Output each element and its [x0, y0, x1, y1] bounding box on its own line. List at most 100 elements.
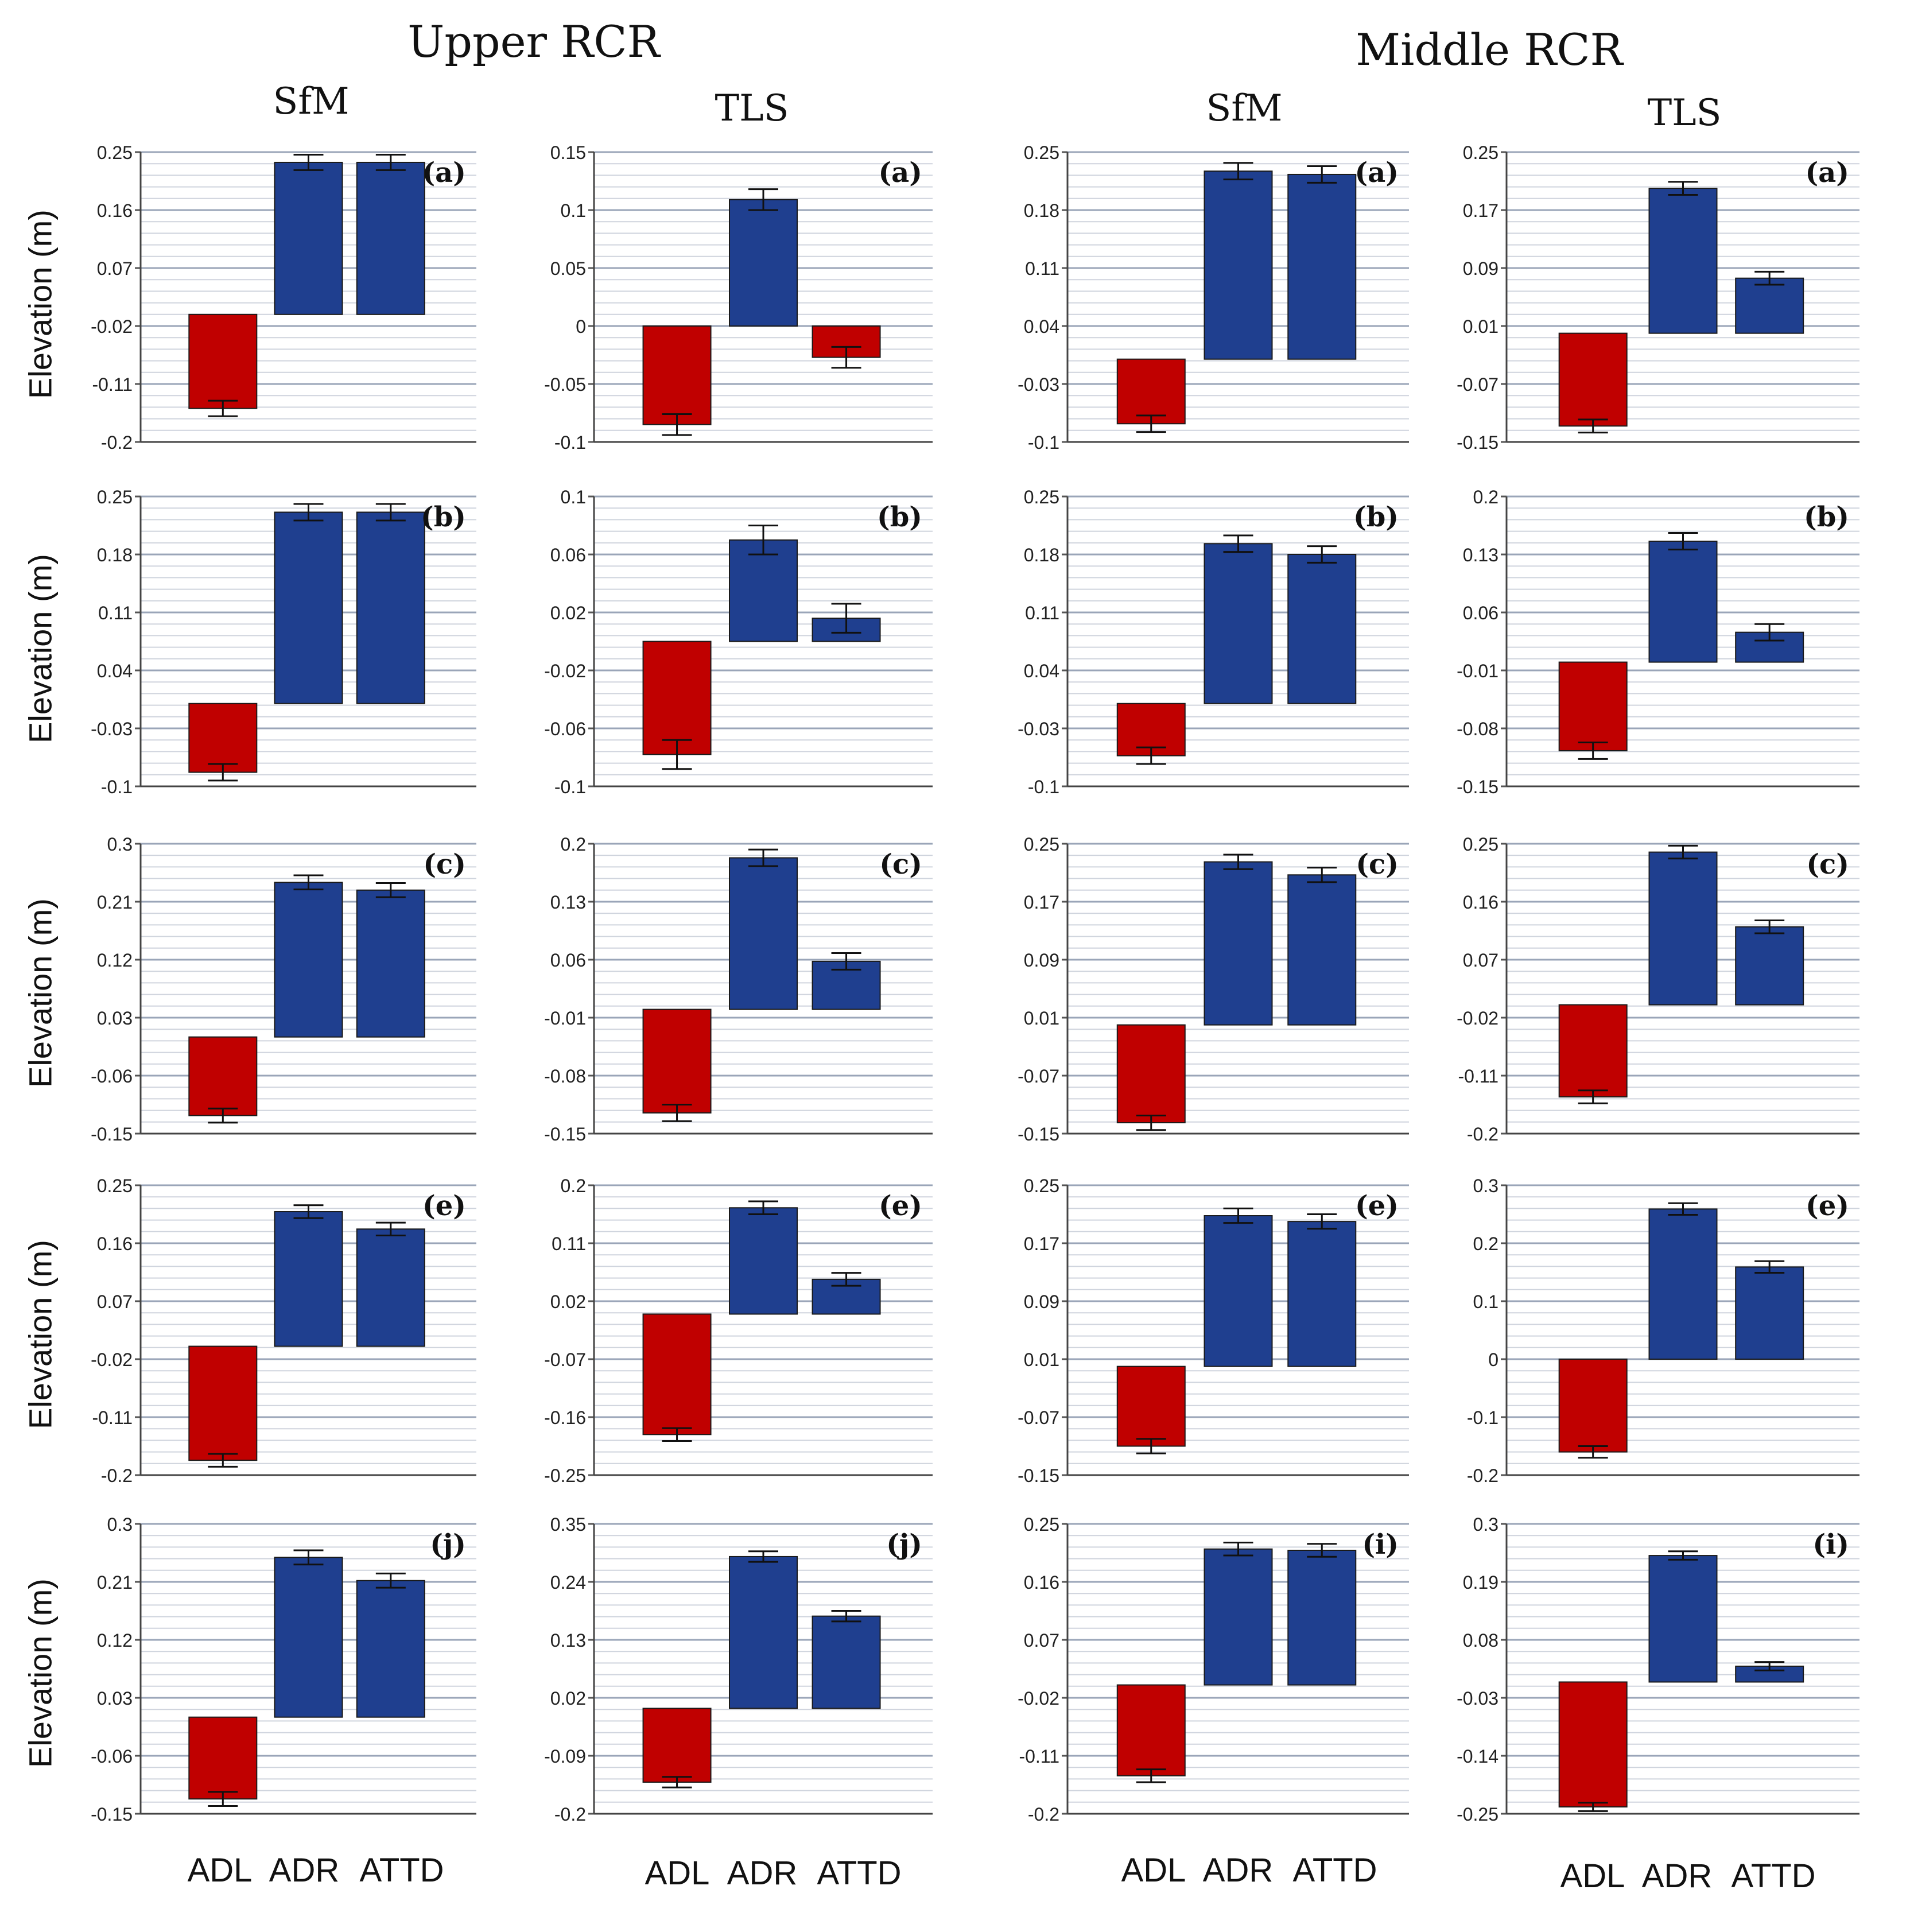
panel-letter: (a)	[1805, 157, 1849, 189]
bar-adl	[188, 1716, 258, 1800]
bar-adr	[1204, 1548, 1273, 1686]
panel-letter: (j)	[430, 1528, 466, 1561]
y-tick-label: 0.13	[550, 892, 586, 913]
y-tick-label: 0.25	[97, 142, 133, 163]
y-tick-label: 0.1	[1473, 1291, 1499, 1312]
y-tick-label: 0.13	[1463, 545, 1499, 565]
panel-3-4: 0.25 0.16 0.07 -0.02 -0.11 -0.2 (c)	[1457, 834, 1859, 1145]
y-tick-label: -0.06	[91, 1746, 133, 1767]
panel-4-3: 0.25 0.17 0.09 0.01 -0.07 -0.15 (e)	[1018, 1176, 1409, 1486]
panel-letter: (e)	[422, 1190, 466, 1222]
bar-adl	[188, 313, 258, 409]
y-tick-label: 0.07	[1463, 950, 1499, 971]
bar-adl	[642, 1313, 712, 1436]
y-tick-label: -0.07	[1018, 1407, 1059, 1428]
y-tick-label: 0.11	[552, 1233, 586, 1254]
y-tick-label: 0.01	[1024, 1008, 1059, 1029]
panel-letter: (j)	[886, 1528, 922, 1561]
x-label-adl-col-1: ADL	[187, 1852, 253, 1889]
y-tick-label: 0.25	[1024, 487, 1059, 507]
y-tick-label: -0.08	[1457, 719, 1499, 739]
y-tick-label: 0.16	[97, 1233, 133, 1254]
panel-letter: (c)	[879, 848, 922, 880]
bar-adl	[188, 703, 258, 773]
y-tick-label: -0.1	[1467, 1407, 1499, 1428]
panel-letter: (b)	[1804, 501, 1849, 533]
y-tick-label: -0.11	[1458, 1066, 1499, 1087]
y-tick-label: 0.2	[1473, 1233, 1499, 1254]
y-tick-label: -0.11	[92, 374, 133, 395]
y-tick-label: 0.03	[97, 1008, 133, 1029]
y-tick-label: 0.25	[97, 487, 133, 507]
panel-letter: (b)	[421, 501, 466, 533]
bar-attd	[356, 511, 425, 704]
y-tick-label: -0.25	[544, 1465, 586, 1486]
bar-adl	[1558, 1359, 1628, 1453]
y-tick-label: -0.08	[544, 1066, 586, 1087]
y-tick-label: 0.07	[97, 1291, 133, 1312]
y-tick-label: 0.07	[97, 258, 133, 279]
y-tick-label: 0.06	[550, 545, 586, 565]
y-tick-label: 0.3	[107, 834, 133, 855]
bar-adl	[1116, 1365, 1186, 1447]
y-tick-label: -0.07	[1018, 1066, 1059, 1087]
y-tick-label: -0.15	[544, 1124, 586, 1145]
y-tick-label: -0.16	[544, 1407, 586, 1428]
y-tick-label: -0.03	[1018, 719, 1059, 739]
upper-rcr-title: Upper RCR	[407, 16, 660, 67]
x-label-adl-col-3: ADL	[1121, 1852, 1186, 1889]
panel-letter: (i)	[1812, 1528, 1849, 1561]
y-tick-label: 0.13	[550, 1630, 586, 1651]
panel-letter: (i)	[1362, 1528, 1399, 1561]
y-tick-label: 0.21	[97, 892, 133, 913]
bar-adl	[642, 641, 712, 755]
bar-adr	[1204, 543, 1273, 704]
bar-adr	[274, 1557, 343, 1718]
bar-adr	[729, 1555, 798, 1709]
x-label-adl-col-2: ADL	[645, 1855, 710, 1892]
bar-adr	[1204, 170, 1273, 360]
y-tick-label: 0.04	[1024, 316, 1059, 337]
y-tick-label: 0.12	[97, 1630, 133, 1651]
y-tick-label: 0.25	[97, 1176, 133, 1196]
y-tick-label: 0.25	[1463, 142, 1499, 163]
y-tick-label: -0.15	[91, 1124, 133, 1145]
panel-2-4: 0.2 0.13 0.06 -0.01 -0.08 -0.15 (b)	[1457, 487, 1859, 797]
bar-adr	[274, 1211, 343, 1347]
panel-1-2: 0.15 0.1 0.05 0 -0.05 -0.1 (a)	[544, 142, 933, 453]
x-label-adl-col-4: ADL	[1560, 1857, 1625, 1895]
y-tick-label: 0.18	[1024, 200, 1059, 221]
x-label-attd-col-1: ATTD	[359, 1852, 444, 1889]
bar-adl	[642, 1708, 712, 1783]
panel-3-2: 0.2 0.13 0.06 -0.01 -0.08 -0.15 (c)	[544, 834, 933, 1145]
panel-2-2: 0.1 0.06 0.02 -0.02 -0.06 -0.1 (b)	[544, 487, 933, 797]
y-tick-label: -0.11	[92, 1407, 133, 1428]
y-tick-label: 0.11	[98, 603, 133, 623]
y-tick-label: 0.02	[550, 1688, 586, 1709]
y-tick-label: 0.07	[1024, 1630, 1059, 1651]
bar-adr	[1648, 188, 1718, 334]
panel-letter: (c)	[1806, 848, 1849, 880]
y-tick-label: -0.2	[1028, 1804, 1059, 1825]
y-tick-label: -0.02	[1018, 1688, 1059, 1709]
bar-adr	[274, 882, 343, 1038]
y-tick-label: -0.1	[554, 432, 586, 453]
bar-adr	[274, 511, 343, 704]
bar-adl	[1116, 1684, 1186, 1776]
y-tick-label: 0.05	[550, 258, 586, 279]
y-tick-label: 0.25	[1024, 1514, 1059, 1535]
bar-adl	[1558, 1681, 1628, 1808]
panel-letter: (c)	[1356, 848, 1399, 880]
panel-letter: (b)	[877, 501, 922, 533]
bar-adl	[1116, 358, 1186, 425]
bar-adr	[1204, 1215, 1273, 1367]
y-tick-label: 0	[576, 316, 586, 337]
y-tick-label: 0.17	[1463, 200, 1499, 221]
y-tick-label: 0.02	[550, 603, 586, 623]
x-label-attd-col-4: ATTD	[1731, 1857, 1816, 1895]
method-title-middle-sfm: SfM	[1206, 87, 1283, 130]
y-tick-label: -0.2	[554, 1804, 586, 1825]
y-tick-label: -0.1	[1028, 777, 1059, 797]
panel-letter: (a)	[878, 157, 922, 189]
y-tick-label: -0.02	[91, 316, 133, 337]
